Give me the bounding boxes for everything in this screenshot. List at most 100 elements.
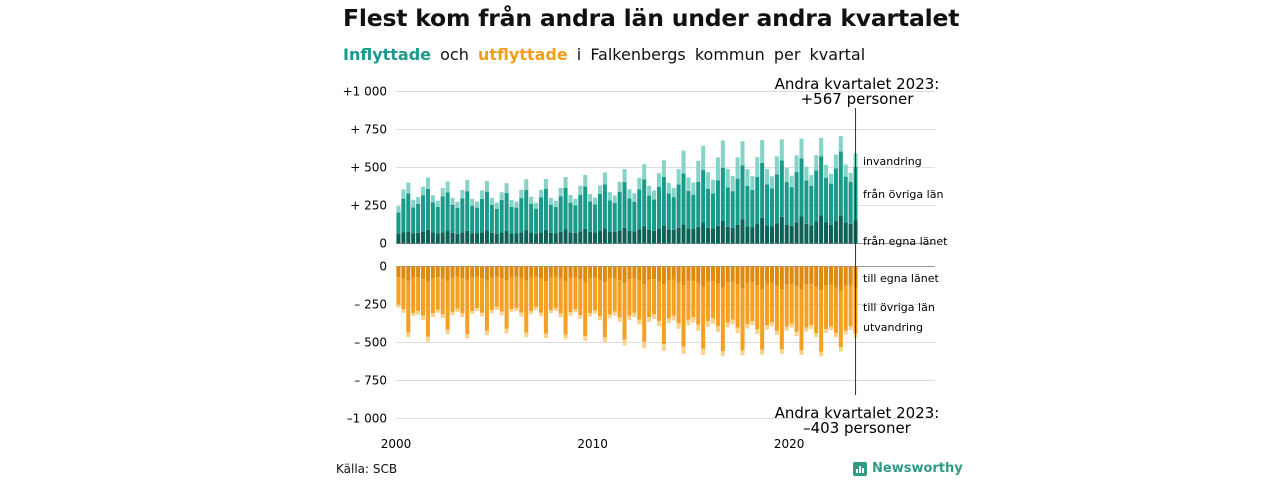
bar-utvandring [573,309,578,313]
bar-till-ovriga-lan [843,285,848,331]
y-tick-lower: 0 [379,260,387,274]
bar-fran-egna-lanet [421,231,426,244]
bar-till-egna-lanet [824,266,829,286]
bar-till-ovriga-lan [794,286,799,332]
bar-till-ovriga-lan [401,278,406,310]
bar-fran-egna-lanet [607,231,612,244]
bar-till-egna-lanet [435,266,440,278]
bar-invandring [568,195,573,203]
bar-till-ovriga-lan [455,276,460,309]
bar-fran-egna-lanet [755,224,760,244]
bar-utvandring [416,310,421,315]
bar-till-ovriga-lan [710,281,716,319]
bar-invandring [460,189,465,199]
bar-fran-egna-lanet [715,225,720,244]
bar-till-egna-lanet [460,266,465,279]
bar-fran-ovriga-lan [750,189,755,228]
bar-utvandring [425,336,430,342]
bar-fran-egna-lanet [843,222,848,244]
bar-invandring [671,188,676,198]
bar-till-ovriga-lan [804,284,809,328]
bar-utvandring [632,312,637,318]
bar-utvandring [809,325,814,329]
bar-invandring [588,193,593,202]
y-tick-upper: + 500 [350,161,387,175]
bar-till-ovriga-lan [440,278,445,315]
bar-till-egna-lanet [833,266,838,288]
bar-fran-egna-lanet [543,229,548,244]
bar-fran-ovriga-lan [789,187,794,226]
bar-utvandring [450,311,455,315]
bar-till-egna-lanet [828,266,833,285]
bar-utvandring [563,334,568,340]
bar-till-egna-lanet [538,266,544,279]
bar-fran-egna-lanet [725,226,730,244]
bar-fran-egna-lanet [593,232,598,244]
bar-utvandring [421,315,426,321]
bar-utvandring [794,331,799,337]
bar-invandring [607,192,612,201]
bar-till-ovriga-lan [425,281,430,337]
bar-fran-egna-lanet [612,231,617,244]
bar-invandring [425,177,430,189]
bar-utvandring [524,332,529,338]
bar-fran-ovriga-lan [553,206,558,234]
bar-fran-egna-lanet [499,232,504,244]
bar-till-ovriga-lan [597,279,602,317]
bar-till-egna-lanet [504,266,509,281]
bar-till-egna-lanet [784,266,789,285]
bar-till-egna-lanet [750,266,755,283]
bar-fran-ovriga-lan [401,198,406,233]
bar-fran-egna-lanet [524,230,529,244]
bar-fran-egna-lanet [750,227,755,244]
bar-till-egna-lanet [652,266,657,280]
bar-invandring [794,155,799,173]
bar-till-ovriga-lan [396,277,401,305]
bar-utvandring [848,326,853,331]
source-note: Källa: SCB [336,462,398,476]
bar-till-ovriga-lan [769,282,775,323]
bar-utvandring [583,335,588,341]
bar-till-egna-lanet [406,266,411,281]
bar-fran-ovriga-lan [421,195,426,232]
bar-invandring [701,145,706,171]
bar-invandring [583,174,588,187]
bar-till-ovriga-lan [475,276,480,308]
bar-till-egna-lanet [401,266,406,279]
bar-till-egna-lanet [421,266,426,279]
bar-fran-ovriga-lan [607,200,612,232]
bar-invandring [833,154,838,169]
bar-invandring [755,157,760,177]
bar-fran-ovriga-lan [833,168,838,221]
bar-fran-ovriga-lan [637,189,642,230]
bar-fran-egna-lanet [710,228,716,244]
bar-till-egna-lanet [730,266,735,282]
bar-fran-egna-lanet [588,231,593,244]
bar-fran-egna-lanet [504,231,509,244]
bar-utvandring [799,350,804,355]
bar-fran-egna-lanet [774,223,779,244]
subtitle-rest: i Falkenbergs kommun per kvartal [576,45,866,64]
bar-till-ovriga-lan [568,278,573,313]
bar-till-egna-lanet [843,266,848,286]
bar-utvandring [514,307,519,312]
bar-utvandring [558,313,563,318]
bar-till-egna-lanet [583,266,588,283]
bar-fran-ovriga-lan [828,183,833,225]
bar-utvandring [730,319,735,325]
bar-till-ovriga-lan [563,281,568,335]
bar-till-ovriga-lan [524,280,529,333]
bar-utvandring [504,328,509,334]
bar-fran-ovriga-lan [819,156,824,216]
bar-till-ovriga-lan [774,285,779,331]
bar-invandring [720,140,725,168]
bar-utvandring [681,346,686,355]
outflow-bars [396,266,858,357]
bar-fran-ovriga-lan [435,206,440,234]
bar-fran-egna-lanet [666,229,671,244]
bar-invandring [632,193,637,202]
bar-invandring [789,175,794,188]
bar-fran-ovriga-lan [745,185,750,227]
bar-till-ovriga-lan [602,282,607,338]
bar-utvandring [661,344,666,351]
